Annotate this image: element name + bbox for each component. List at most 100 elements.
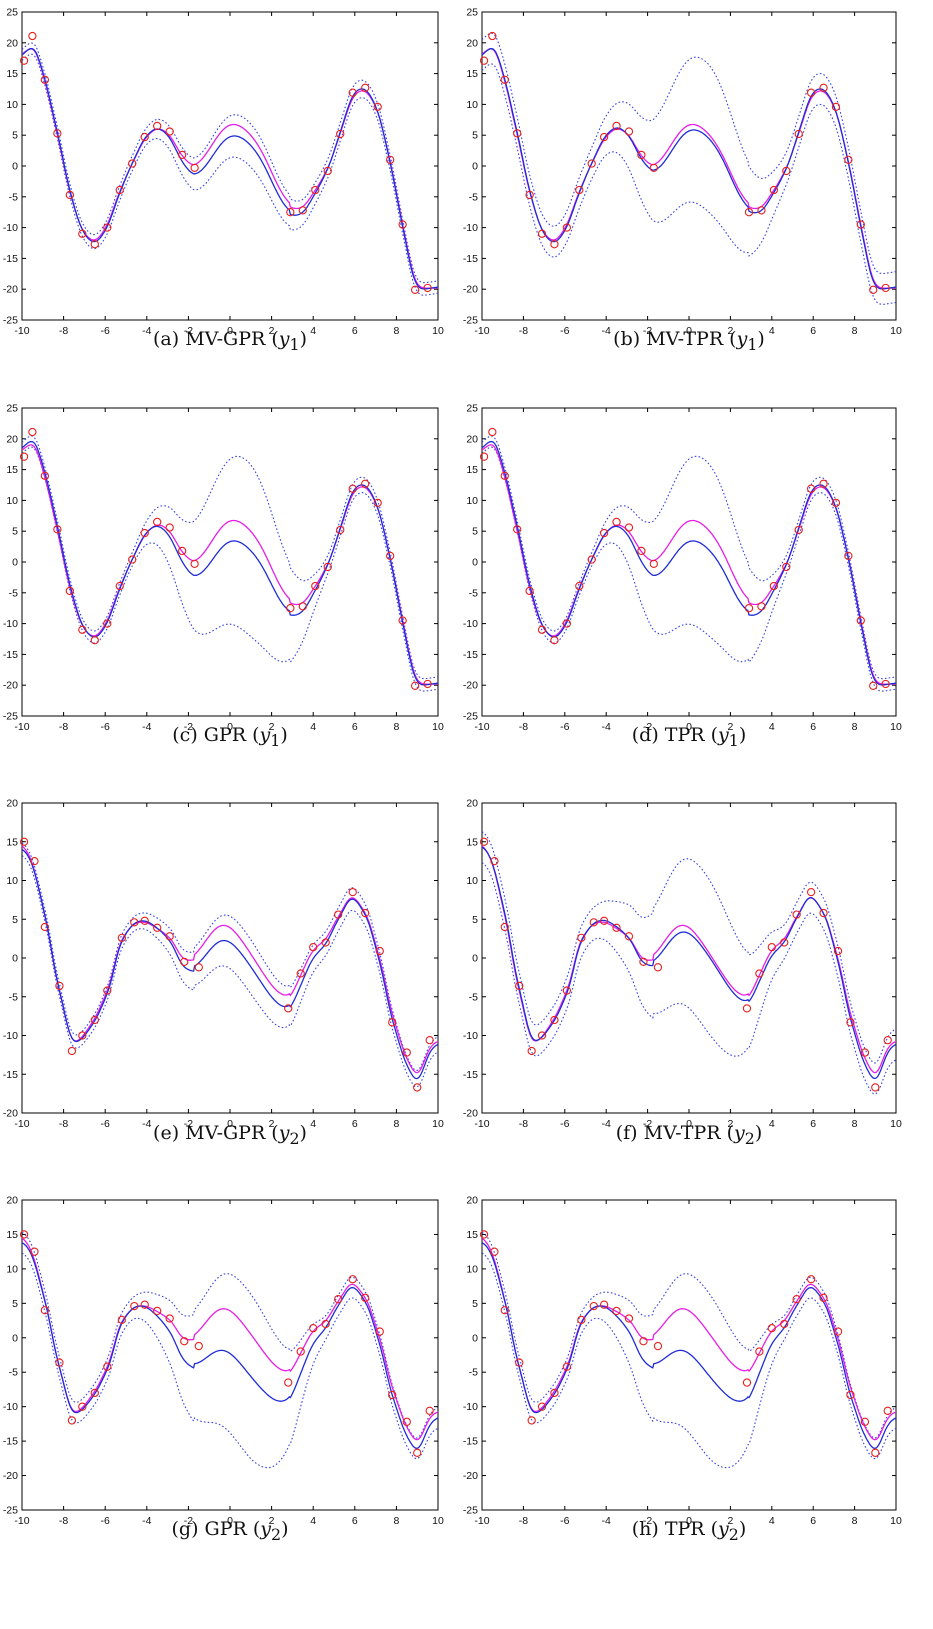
x-tick-label: 2 xyxy=(727,1515,733,1527)
observation-point xyxy=(78,1402,87,1411)
x-tick-label: 10 xyxy=(890,721,902,733)
observation-point xyxy=(589,1301,598,1311)
y-tick-label: -20 xyxy=(3,1108,18,1120)
x-tick-label: -6 xyxy=(560,325,569,337)
observation-point xyxy=(402,1417,411,1426)
observation-point xyxy=(527,1046,536,1056)
caption-text: (d) TPR ( xyxy=(631,724,718,746)
observation-point xyxy=(178,150,187,160)
observation-point xyxy=(375,1327,384,1336)
observation-point xyxy=(649,163,658,172)
x-tick-label: 2 xyxy=(727,325,733,337)
x-tick-label: -10 xyxy=(14,1515,29,1527)
observation-point xyxy=(794,129,803,139)
observation-point xyxy=(130,1301,139,1311)
x-tick-label: -8 xyxy=(519,325,528,337)
observation-point xyxy=(742,1378,752,1387)
x-tick-label: 8 xyxy=(393,721,399,733)
y-tick-label: -10 xyxy=(463,1401,478,1413)
y-tick-label: -10 xyxy=(3,1030,18,1042)
panel-caption-h: (h) TPR (y2) xyxy=(482,1518,896,1544)
observation-point xyxy=(90,1015,99,1025)
observation-point xyxy=(153,923,162,932)
observation-point xyxy=(819,83,828,92)
plot-frame xyxy=(481,1199,897,1511)
x-tick-label: 0 xyxy=(227,1118,233,1130)
observation-point xyxy=(831,498,841,508)
lower-confidence-line xyxy=(482,862,896,1095)
x-tick-label: 4 xyxy=(310,721,316,733)
x-tick-label: -2 xyxy=(184,1515,193,1527)
predictive-mean-line xyxy=(22,47,438,290)
observation-point xyxy=(334,910,343,919)
observation-point xyxy=(336,129,345,139)
observation-point xyxy=(323,166,332,176)
observation-point xyxy=(479,56,489,65)
observation-point xyxy=(653,963,663,972)
y-tick-label: 0 xyxy=(12,161,18,173)
x-tick-label: 6 xyxy=(352,721,358,733)
y-tick-label: 5 xyxy=(12,130,18,142)
x-tick-label: -2 xyxy=(643,1515,652,1527)
y-tick-label: 15 xyxy=(6,68,18,80)
x-tick-label: -2 xyxy=(184,721,193,733)
x-tick-label: 10 xyxy=(432,1118,444,1130)
predictive-mean-line xyxy=(22,1242,438,1449)
x-tick-label: 6 xyxy=(810,325,816,337)
y-tick-label: 15 xyxy=(6,464,18,476)
caption-variable: y xyxy=(718,724,729,746)
x-tick-label: 8 xyxy=(852,721,858,733)
observation-point xyxy=(19,56,29,65)
observation-point xyxy=(298,206,307,215)
observation-point xyxy=(361,908,370,918)
caption-text: (e) MV-GPR ( xyxy=(153,1122,279,1144)
y-tick-label: 5 xyxy=(472,1298,478,1310)
observation-point xyxy=(844,551,853,560)
observation-point xyxy=(423,679,432,689)
observation-point xyxy=(537,1031,547,1040)
upper-confidence-line xyxy=(482,32,896,275)
y-tick-label: 15 xyxy=(6,1229,18,1241)
x-tick-label: -2 xyxy=(643,1118,652,1130)
observation-point xyxy=(180,1337,189,1346)
observation-point xyxy=(599,528,609,538)
lower-confidence-line xyxy=(22,53,438,296)
y-tick-label: 0 xyxy=(472,161,478,173)
y-tick-label: -15 xyxy=(3,649,18,661)
observation-point xyxy=(649,559,658,568)
observation-point xyxy=(386,155,395,164)
observation-point xyxy=(296,969,305,978)
x-tick-label: -10 xyxy=(474,721,489,733)
panel-caption-b: (b) MV-TPR (y1) xyxy=(482,328,896,354)
caption-variable: y xyxy=(718,1518,729,1540)
observation-point xyxy=(881,283,890,293)
observation-point xyxy=(140,528,149,538)
caption-text: (g) GPR ( xyxy=(171,1518,261,1540)
y-tick-label: 10 xyxy=(466,495,478,507)
y-tick-label: 15 xyxy=(466,68,478,80)
y-tick-label: -5 xyxy=(469,991,478,1003)
observation-point xyxy=(180,957,189,967)
x-tick-label: 0 xyxy=(227,1515,233,1527)
observation-point xyxy=(117,933,126,942)
y-tick-label: -10 xyxy=(463,618,478,630)
observation-point xyxy=(67,1416,77,1425)
caption-suffix: ) xyxy=(299,328,307,350)
observation-point xyxy=(846,1018,855,1027)
x-tick-label: -4 xyxy=(602,1118,611,1130)
y-tick-label: 10 xyxy=(6,875,18,887)
caption-suffix: ) xyxy=(757,328,765,350)
observation-point xyxy=(423,283,432,293)
x-tick-label: 6 xyxy=(352,1515,358,1527)
observation-point xyxy=(612,121,621,131)
x-tick-label: 10 xyxy=(890,1118,902,1130)
y-tick-label: 20 xyxy=(6,1195,18,1207)
x-tick-label: 4 xyxy=(310,1515,316,1527)
observation-point xyxy=(153,517,162,527)
caption-text: (a) MV-GPR ( xyxy=(153,328,279,350)
y-tick-label: -5 xyxy=(469,191,478,203)
x-tick-label: 10 xyxy=(432,721,444,733)
panel-caption-a: (a) MV-GPR (y1) xyxy=(22,328,438,354)
y-tick-label: 10 xyxy=(6,495,18,507)
